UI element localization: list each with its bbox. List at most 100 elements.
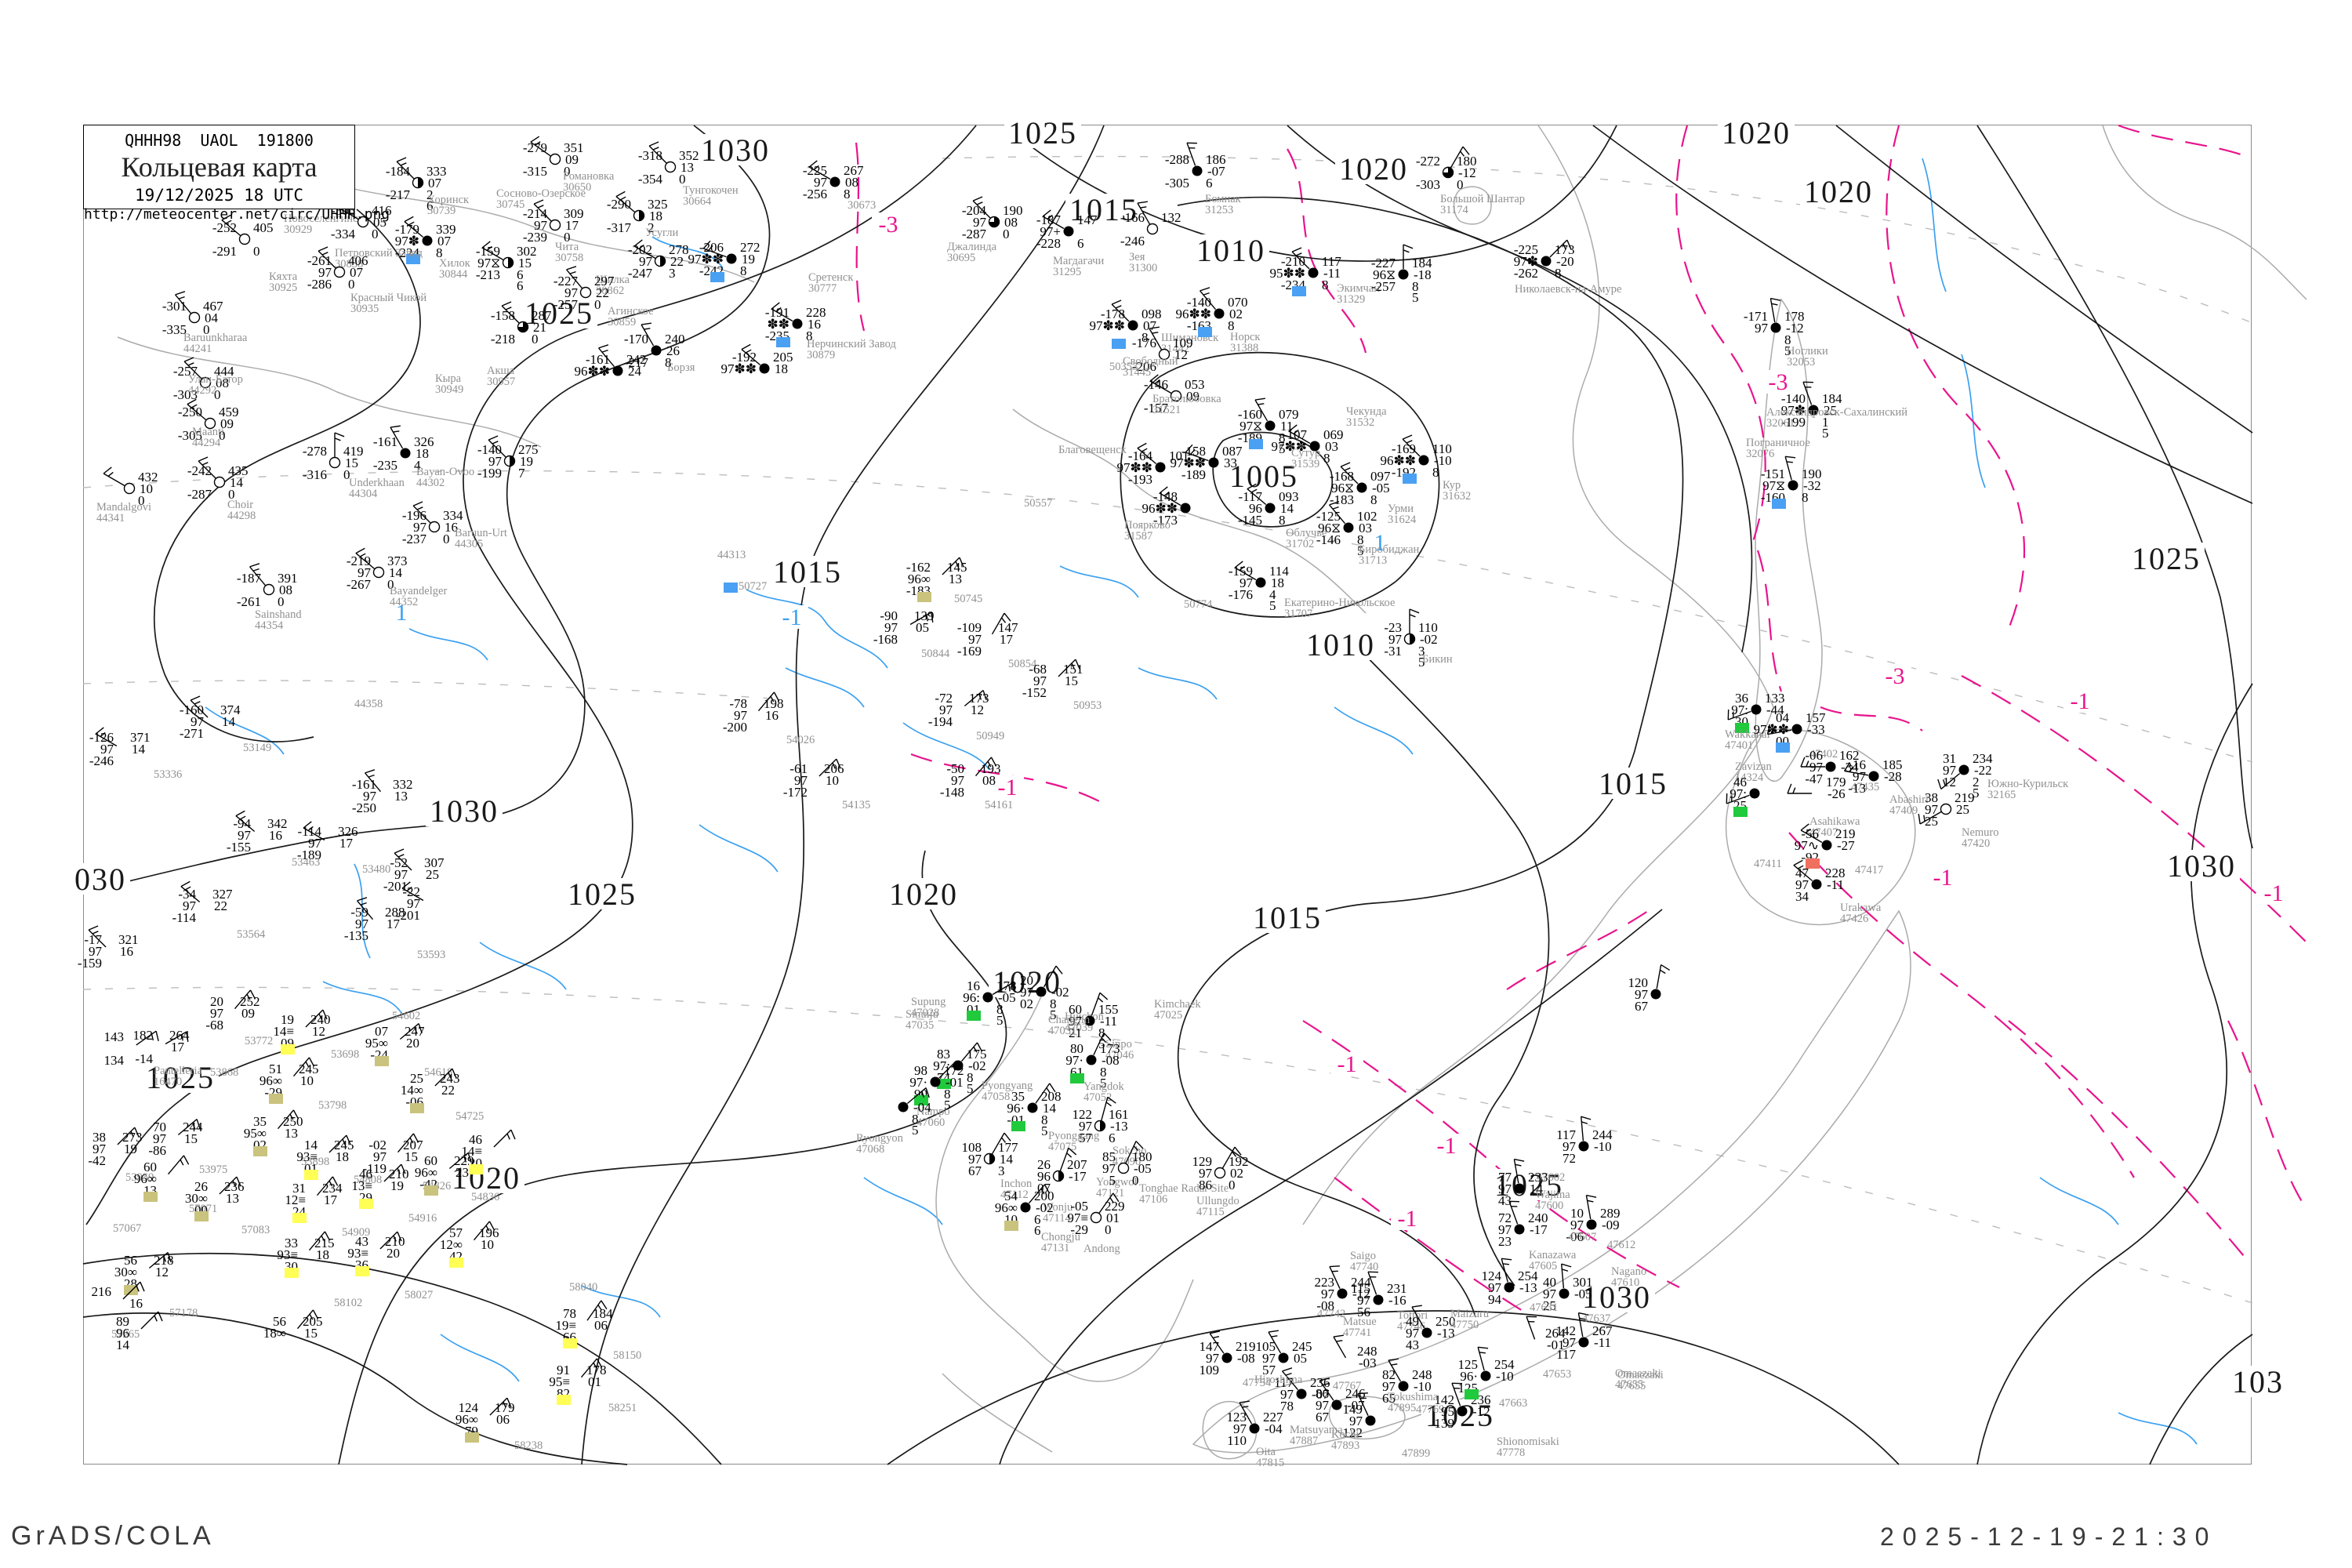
svg-text:✽✽: ✽✽ (768, 317, 790, 332)
svg-text:34: 34 (1795, 889, 1809, 904)
svg-text:97: 97 (1809, 760, 1824, 775)
svg-text:245: 245 (1292, 1339, 1312, 1354)
svg-text:14: 14 (1280, 501, 1294, 516)
svg-text:-1: -1 (782, 604, 802, 630)
svg-text:04: 04 (1776, 710, 1790, 725)
weather-marker-blue (724, 583, 738, 593)
svg-text:-318: -318 (638, 148, 662, 163)
weather-marker-green (1465, 1389, 1479, 1399)
svg-text:-22: -22 (1974, 763, 1992, 778)
svg-text:96✽✽: 96✽✽ (1142, 501, 1178, 516)
svg-text:96: 96 (1249, 501, 1262, 516)
svg-text:97: 97 (308, 836, 322, 851)
svg-text:-3: -3 (1886, 663, 1905, 689)
svg-text:1005: 1005 (1229, 459, 1298, 494)
svg-text:5: 5 (1279, 441, 1286, 456)
svg-text:07: 07 (1037, 1181, 1051, 1196)
svg-text:22: 22 (441, 1083, 455, 1098)
svg-text:17: 17 (324, 1192, 338, 1207)
svg-text:-178: -178 (1101, 307, 1125, 321)
svg-text:-161: -161 (373, 434, 397, 449)
svg-text:3: 3 (669, 266, 676, 281)
svg-text:44352: 44352 (390, 596, 418, 608)
svg-text:326: 326 (338, 824, 358, 839)
svg-text:97: 97 (884, 620, 898, 635)
svg-text:-267: -267 (347, 577, 372, 592)
svg-text:097: 097 (1370, 469, 1391, 484)
svg-text:-23: -23 (1384, 620, 1402, 635)
svg-text:-13: -13 (1848, 781, 1866, 796)
svg-text:6: 6 (517, 278, 524, 293)
svg-text:47031: 47031 (1048, 1025, 1076, 1037)
svg-text:53593: 53593 (417, 949, 445, 961)
svg-text:-189: -189 (1181, 467, 1206, 482)
station-plot: 248-03 47767 (1333, 1334, 1377, 1392)
svg-text:093: 093 (1279, 489, 1299, 504)
svg-text:Hiroshima: Hiroshima (1254, 1374, 1303, 1386)
svg-text:-158: -158 (1181, 444, 1206, 459)
svg-text:114: 114 (1269, 564, 1289, 579)
svg-text:16: 16 (808, 317, 821, 332)
svg-text:10: 10 (1570, 1206, 1584, 1221)
svg-text:Sinuiju: Sinuiju (906, 1008, 938, 1021)
svg-text:139: 139 (1435, 1416, 1455, 1431)
svg-text:-148: -148 (1153, 489, 1178, 504)
svg-text:60: 60 (424, 1153, 437, 1168)
svg-text:97:: 97: (1730, 786, 1747, 801)
svg-text:297: 297 (594, 274, 615, 289)
svg-text:307: 307 (424, 855, 445, 870)
svg-text:-301: -301 (162, 299, 187, 314)
svg-text:07: 07 (1143, 318, 1157, 333)
svg-text:0: 0 (387, 577, 394, 592)
svg-text:97: 97 (1382, 1379, 1396, 1394)
svg-text:0: 0 (1457, 177, 1464, 192)
weather-marker-yellow (449, 1258, 463, 1268)
svg-text:1025: 1025 (1008, 115, 1077, 151)
svg-text:206: 206 (824, 761, 844, 776)
svg-text:109: 109 (1200, 1363, 1220, 1377)
svg-text:20: 20 (406, 1036, 419, 1051)
svg-text:-32: -32 (1803, 478, 1821, 493)
svg-text:8: 8 (1323, 451, 1330, 466)
weather-marker-khaki (410, 1103, 424, 1113)
svg-text:-315: -315 (523, 164, 547, 179)
svg-text:97: 97 (238, 828, 252, 843)
svg-text:-201: -201 (396, 908, 420, 923)
svg-text:-247: -247 (628, 266, 653, 281)
svg-text:Baruunkharaa: Baruunkharaa (183, 332, 248, 344)
svg-text:-13: -13 (1110, 1119, 1128, 1134)
svg-text:-158: -158 (491, 308, 515, 323)
svg-text:-10: -10 (1496, 1369, 1514, 1384)
svg-text:155: 155 (1098, 1002, 1119, 1017)
svg-text:44313: 44313 (717, 549, 746, 561)
svg-text:10: 10 (481, 1237, 494, 1252)
svg-text:91: 91 (557, 1363, 570, 1377)
svg-text:96⧖: 96⧖ (1318, 521, 1341, 535)
svg-text:32165: 32165 (1987, 789, 2016, 801)
svg-text:8: 8 (944, 1087, 951, 1102)
svg-text:97: 97 (191, 714, 205, 729)
svg-text:Omaezaki: Omaezaki (1617, 1369, 1664, 1381)
svg-text:-33: -33 (1807, 722, 1825, 737)
svg-text:47115: 47115 (1196, 1206, 1225, 1218)
svg-text:8: 8 (740, 263, 747, 278)
station-label: 44358 (354, 698, 383, 710)
svg-text:-262: -262 (1514, 266, 1538, 281)
svg-text:184: 184 (593, 1306, 613, 1321)
svg-text:6: 6 (1077, 236, 1084, 251)
isobar-label: 1030 (1578, 1279, 1655, 1315)
svg-text:97: 97 (968, 632, 982, 647)
svg-text:117: 117 (1556, 1347, 1576, 1362)
svg-text:180: 180 (1457, 154, 1477, 169)
svg-text:134: 134 (104, 1053, 125, 1068)
